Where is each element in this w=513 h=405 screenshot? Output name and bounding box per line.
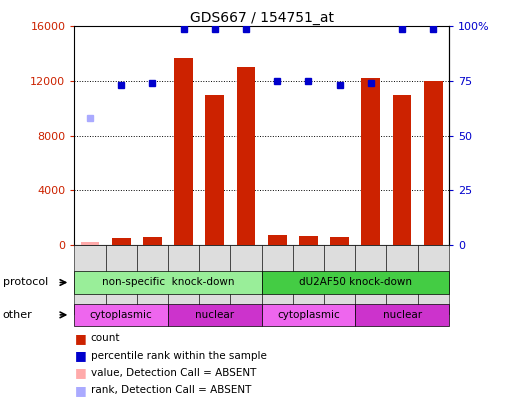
Text: cytoplasmic: cytoplasmic bbox=[277, 310, 340, 320]
Bar bbox=[112, 238, 130, 245]
Bar bbox=[424, 81, 443, 245]
Bar bbox=[174, 58, 193, 245]
Bar bbox=[205, 95, 224, 245]
Bar bbox=[299, 236, 318, 245]
Text: cytoplasmic: cytoplasmic bbox=[90, 310, 152, 320]
Bar bbox=[236, 67, 255, 245]
Bar bbox=[143, 237, 162, 245]
Text: ■: ■ bbox=[74, 332, 86, 345]
Text: nuclear: nuclear bbox=[383, 310, 422, 320]
Text: other: other bbox=[3, 310, 32, 320]
Text: nuclear: nuclear bbox=[195, 310, 234, 320]
Bar bbox=[392, 95, 411, 245]
Text: percentile rank within the sample: percentile rank within the sample bbox=[91, 351, 267, 360]
Text: ■: ■ bbox=[74, 384, 86, 397]
Text: non-specific  knock-down: non-specific knock-down bbox=[102, 277, 234, 288]
Bar bbox=[362, 78, 380, 245]
Title: GDS667 / 154751_at: GDS667 / 154751_at bbox=[190, 11, 333, 25]
Text: protocol: protocol bbox=[3, 277, 48, 288]
Bar bbox=[268, 235, 287, 245]
Text: count: count bbox=[91, 333, 121, 343]
Text: ■: ■ bbox=[74, 349, 86, 362]
Text: dU2AF50 knock-down: dU2AF50 knock-down bbox=[299, 277, 412, 288]
Bar bbox=[81, 242, 100, 245]
Bar bbox=[330, 237, 349, 245]
Text: value, Detection Call = ABSENT: value, Detection Call = ABSENT bbox=[91, 368, 256, 378]
Text: rank, Detection Call = ABSENT: rank, Detection Call = ABSENT bbox=[91, 386, 251, 395]
Text: ■: ■ bbox=[74, 367, 86, 379]
